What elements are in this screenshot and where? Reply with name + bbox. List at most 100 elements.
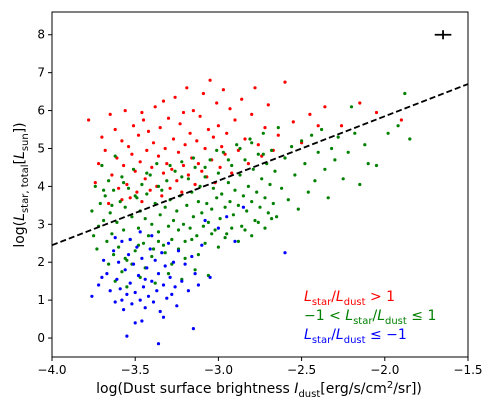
data-point-red [195,139,199,143]
data-point-green [313,179,317,183]
data-point-green [316,150,320,154]
error-bar-group [434,30,452,40]
data-point-green [130,215,134,219]
data-point-green [163,251,167,255]
data-point-green [275,215,279,219]
data-point-green [326,196,330,200]
data-point-red [120,139,124,143]
data-point-green [188,226,192,230]
fit-line [51,83,469,246]
data-point-green [246,184,250,188]
data-point-red [200,169,204,173]
data-point-blue [113,300,117,304]
data-point-green [238,173,242,177]
data-point-blue [168,275,172,279]
data-point-red [140,110,144,115]
data-point-green [107,262,111,266]
data-point-blue [150,279,154,283]
data-point-green [186,177,190,181]
data-point-green [166,224,171,228]
data-point-green [145,171,149,175]
data-point-red [100,135,104,139]
data-point-green [243,158,247,162]
data-point-blue [113,236,117,240]
data-point-green [196,253,200,257]
data-point-green [171,218,176,223]
data-point-green [176,228,181,232]
data-point-green [183,256,187,260]
data-point-blue [193,272,197,276]
data-point-red [215,101,219,105]
data-point-blue [105,272,109,276]
data-point-red [123,109,127,113]
data-point-red [166,116,171,120]
data-point-green [230,226,234,230]
data-point-red [160,194,164,198]
data-point-red [117,186,121,190]
data-point-blue [225,215,229,219]
data-point-green [153,281,157,285]
data-point-green [133,194,137,198]
data-point-green [283,156,287,160]
data-point-red [181,110,186,115]
legend-item-blue: Lstar/Ldust ≤ −1 [304,327,407,346]
data-point-green [241,194,245,198]
data-point-green [155,162,159,166]
data-point-blue [108,289,112,293]
data-point-blue [130,302,134,306]
data-point-green [180,160,184,164]
data-point-red [110,173,114,177]
data-point-green [168,163,172,168]
data-point-green [271,201,275,206]
data-point-red [163,146,167,151]
data-point-green [206,220,210,224]
x-tick-label: −2.5 [287,363,316,377]
data-point-blue [90,294,94,298]
data-point-green [92,234,96,238]
data-point-green [180,175,184,179]
data-point-green [300,139,304,143]
data-point-green [225,232,229,236]
data-point-green [160,188,164,192]
data-point-red [130,152,134,156]
data-point-blue [138,230,142,234]
data-point-green [408,137,412,141]
legend-item-red: Lstar/Ldust > 1 [304,289,395,308]
data-point-red [374,110,379,115]
data-point-blue [97,283,101,287]
data-point-red [233,118,237,122]
data-point-green [145,192,149,196]
data-point-green [148,173,152,177]
data-point-blue [102,258,106,262]
data-point-red [399,118,403,122]
data-point-blue [133,290,137,295]
data-point-green [103,194,107,198]
data-point-green [270,148,274,152]
data-point-red [291,120,295,124]
data-point-blue [100,275,104,279]
data-point-red [188,131,192,135]
data-point-blue [155,289,159,293]
data-point-green [273,169,277,173]
data-point-red [175,179,179,183]
data-point-red [103,148,107,152]
y-tick-label: 3 [37,217,45,231]
data-point-blue [133,321,137,325]
data-point-red [228,107,232,111]
data-point-red [148,188,152,192]
y-tick-label: 0 [37,331,45,345]
plot-frame [51,11,469,358]
data-point-red [253,86,257,90]
data-point-blue [176,249,181,253]
data-point-red [176,150,181,154]
data-point-green [263,226,267,230]
data-point-blue [138,298,142,302]
data-point-green [270,217,274,221]
data-point-red [323,105,327,109]
data-point-green [210,207,214,211]
legend-item-green: −1 < Lstar/Ldust ≤ 1 [304,308,436,327]
data-point-green [90,209,94,213]
data-point-green [93,184,97,188]
data-point-green [181,222,186,226]
data-point-green [110,203,114,207]
